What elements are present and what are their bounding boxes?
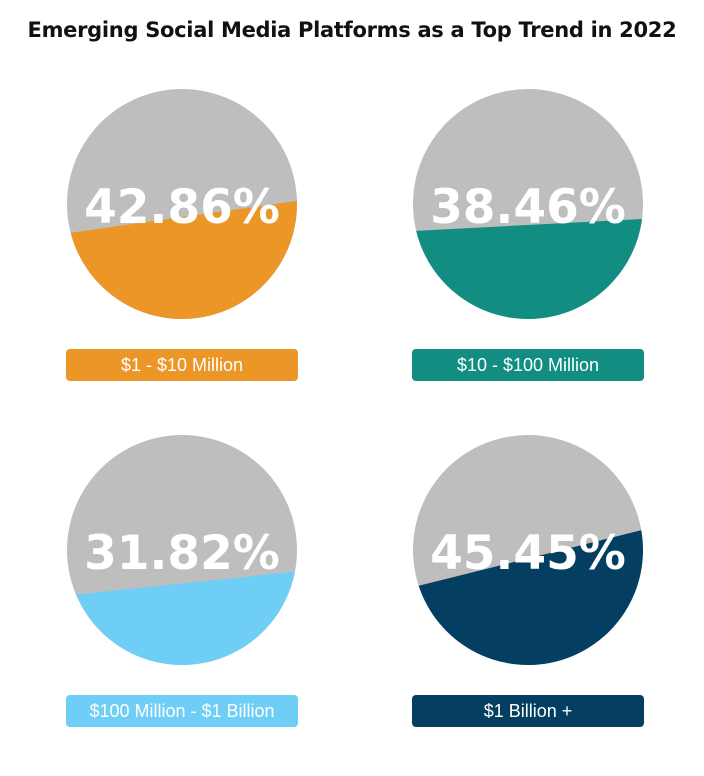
category-label: $10 - $100 Million <box>456 354 600 375</box>
pie-chart-3: 31.82% <box>67 435 297 665</box>
category-label: $100 Million - $1 Billion <box>89 700 275 721</box>
pie-value-label: 42.86% <box>84 180 280 235</box>
pie-panel-4: 45.45% $1 Billion + <box>412 434 648 734</box>
category-label: $1 Billion + <box>483 700 573 721</box>
pie-chart-4: 45.45% <box>413 435 643 665</box>
pie-chart-2: 38.46% <box>413 89 643 319</box>
category-label-box: $1 Billion + <box>412 695 644 727</box>
pie-value-slice <box>416 219 643 319</box>
pie-value-slice <box>76 571 295 665</box>
pie-chart-1: 42.86% <box>67 89 297 319</box>
category-label-box: $10 - $100 Million <box>412 349 644 381</box>
pie-value-slice <box>418 530 643 665</box>
category-label-box: $100 Million - $1 Billion <box>66 695 298 727</box>
category-label-box: $1 - $10 Million <box>66 349 298 381</box>
pie-value-slice <box>70 200 297 319</box>
pie-value-label: 45.45% <box>430 526 626 581</box>
chart-title: Emerging Social Media Platforms as a Top… <box>27 18 677 42</box>
pie-panel-1: 42.86% $1 - $10 Million <box>66 88 302 388</box>
pie-panel-2: 38.46% $10 - $100 Million <box>412 88 648 388</box>
pie-panel-3: 31.82% $100 Million - $1 Billion <box>66 434 302 734</box>
category-label: $1 - $10 Million <box>120 354 244 375</box>
pie-value-label: 31.82% <box>84 526 280 581</box>
pie-value-label: 38.46% <box>430 180 626 235</box>
